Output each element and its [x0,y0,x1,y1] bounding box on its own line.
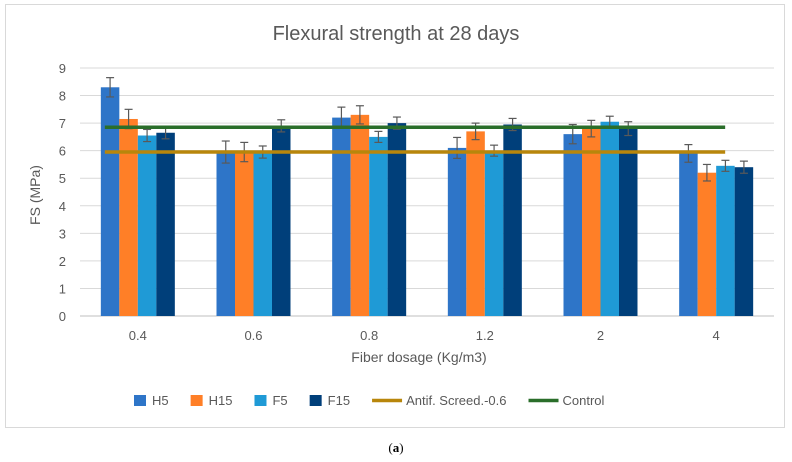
bar-f5-0.8 [369,136,388,316]
x-tick-label: 0.8 [360,328,378,343]
legend-label: Antif. Screed.-0.6 [406,393,506,408]
y-tick-label: 3 [59,226,66,241]
error-bar-f5-4 [721,159,730,172]
y-axis-ticks: 0 1 2 3 4 5 6 7 8 9 [59,61,66,324]
error-bar-f5-0.8 [374,130,383,143]
legend-item-h15: H15 [190,393,233,408]
bar-h15-0.8 [350,114,370,316]
legend-item-antif-screed-0-6: Antif. Screed.-0.6 [372,393,507,408]
bar-f5-0.4 [137,135,157,316]
caption-close: ) [399,440,404,455]
bar-f15-4 [734,167,754,316]
legend-swatch [190,395,203,406]
legend-label: H5 [152,393,169,408]
x-axis-title: Fiber dosage (Kg/m3) [351,349,486,365]
bar-h15-0.6 [235,152,254,316]
bar-f15-0.4 [156,132,175,316]
x-axis-ticks: 0.4 0.6 0.8 1.2 2 4 [129,328,720,343]
bar-f15-1.2 [503,124,522,316]
error-bar-f5-0.4 [143,128,152,143]
error-bar-h15-0.8 [355,105,364,125]
y-tick-label: 4 [59,199,66,214]
error-bar-h5-0.4 [106,77,115,98]
legend-item-h5: H5 [134,393,169,408]
x-tick-label: 0.6 [244,328,262,343]
y-tick-label: 6 [59,144,66,159]
legend: H5 H15 F5 F15 Antif. Screed.-0.6 Control [134,393,605,408]
legend-item-f5: F5 [254,393,288,408]
bar-h5-0.6 [216,152,235,316]
legend-item-f15: F15 [309,393,350,408]
error-bar-h5-1.2 [453,136,462,159]
y-axis-title: FS (MPa) [27,165,43,225]
error-bar-f15-4 [739,160,748,174]
bar-f5-2 [600,121,619,316]
legend-label: H15 [209,393,233,408]
error-bar-h15-4 [702,163,711,182]
bar-f5-4 [716,165,735,316]
y-tick-label: 5 [59,171,66,186]
figure-caption: (a) [0,440,792,456]
bar-f5-0.6 [253,152,272,316]
bar-h5-0.4 [100,87,120,317]
bars [100,87,754,317]
bar-f15-0.6 [272,125,291,316]
legend-item-control: Control [528,393,605,408]
legend-label: F15 [328,393,350,408]
bar-h5-0.8 [332,117,351,316]
bar-h15-4 [697,172,717,316]
y-tick-label: 2 [59,254,66,269]
x-tick-label: 0.4 [129,328,147,343]
bar-f15-2 [619,128,638,316]
x-tick-label: 2 [597,328,604,343]
bar-h15-1.2 [466,131,485,316]
bar-f5-1.2 [484,150,504,316]
y-tick-label: 8 [59,89,66,104]
bar-h5-2 [563,134,582,316]
y-tick-label: 9 [59,61,66,76]
legend-label: F5 [272,393,287,408]
y-tick-label: 1 [59,281,66,296]
legend-swatch [134,395,146,406]
caption-label: a [392,440,400,455]
x-tick-label: 4 [713,328,720,343]
chart-title: Flexural strength at 28 days [273,23,520,45]
bar-h5-4 [679,153,698,316]
bar-h15-2 [582,128,601,316]
reference-lines [104,125,726,154]
y-tick-label: 7 [59,116,66,131]
bar-h5-1.2 [447,147,467,316]
error-bars [106,77,748,182]
caption-open: ( [388,440,393,455]
legend-swatch [254,395,267,406]
bar-h15-0.4 [119,118,138,316]
legend-swatch [309,395,322,406]
x-tick-label: 1.2 [476,328,494,343]
gridlines [80,67,774,317]
flexural-strength-chart: Flexural strength at 28 days 0123456789 … [27,23,774,408]
bar-f15-0.8 [387,123,407,316]
y-tick-label: 0 [59,309,66,324]
legend-label: Control [563,393,605,408]
